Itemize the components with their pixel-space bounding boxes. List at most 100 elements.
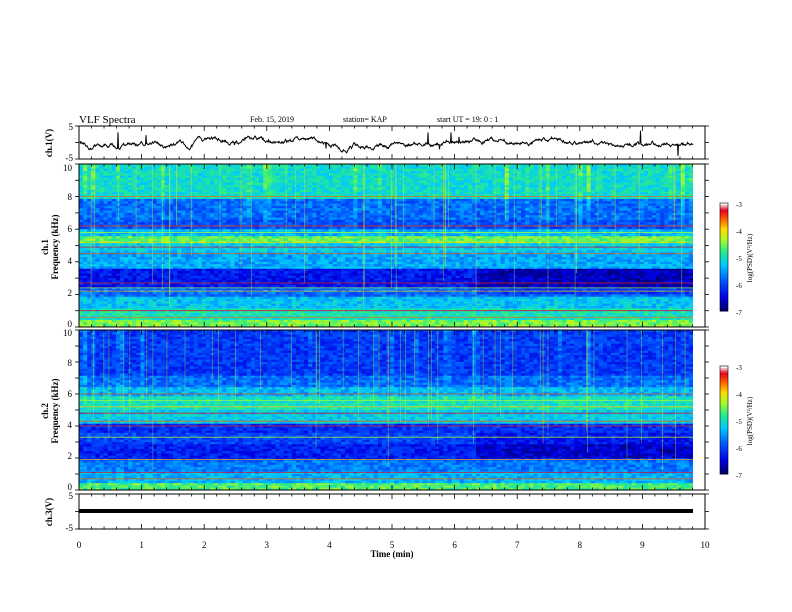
spectrogram-cell	[246, 184, 252, 188]
spectrogram-cell	[525, 182, 530, 186]
spectrogram-cell	[226, 173, 231, 177]
spectrogram-cell	[402, 180, 407, 184]
spectrogram-cell	[308, 233, 313, 237]
spectrogram-cell	[222, 215, 227, 218]
spectrogram-cell	[373, 229, 379, 232]
spectrogram-cell	[111, 177, 117, 181]
spectrogram-cell	[553, 210, 559, 214]
spectrogram-cell	[209, 210, 215, 214]
spectrogram-cell	[680, 170, 686, 174]
spectrogram-cell	[451, 198, 456, 202]
spectrogram-cell	[570, 189, 575, 193]
spectrogram-cell	[586, 168, 592, 172]
spectrogram-cell	[639, 187, 645, 191]
spectrogram-cell	[516, 236, 522, 239]
spectrogram-cell	[664, 168, 669, 172]
spectrogram-cell	[95, 238, 100, 242]
spectrogram-cell	[107, 210, 113, 214]
spectrogram-cell	[357, 196, 362, 200]
spectrogram-cell	[377, 203, 383, 207]
spectrogram-cell	[99, 203, 104, 207]
spectrogram-cell	[152, 236, 158, 239]
spectrogram-cell	[398, 203, 403, 207]
spectrogram-cell	[590, 168, 596, 172]
spectrogram-cell	[414, 205, 420, 209]
spectrogram-cell	[451, 205, 456, 209]
spectrogram-cell	[402, 184, 407, 188]
spectrogram-cell	[169, 208, 174, 211]
spectrogram-cell	[320, 184, 325, 188]
spectrogram-cell	[500, 194, 506, 197]
spectrogram-cell	[390, 217, 395, 221]
spectrogram-cell	[688, 198, 694, 202]
spectrogram-cell	[512, 198, 518, 202]
spectrogram-cell	[643, 189, 649, 193]
spectrogram-cell	[508, 201, 514, 204]
spectrogram-cell	[533, 231, 538, 235]
spectrogram-cell	[410, 182, 416, 186]
spectrogram-cell	[214, 189, 219, 193]
spectrogram-cell	[99, 166, 104, 170]
spectrogram-cell	[197, 205, 203, 209]
spectrogram-cell	[570, 196, 575, 200]
spectrogram-cell	[140, 173, 145, 177]
spectrogram-cell	[140, 198, 145, 202]
spectrogram-cell	[656, 191, 661, 195]
spectrogram-cell	[304, 201, 309, 204]
spectrogram-cell	[181, 177, 186, 181]
spectrogram-cell	[676, 215, 682, 218]
spectrogram-cell	[533, 226, 538, 230]
spectrogram-cell	[562, 187, 567, 191]
spectrogram-cell	[365, 175, 371, 179]
spectrogram-cell	[680, 180, 686, 184]
spectrogram-cell	[267, 170, 272, 174]
spectrogram-cell	[279, 177, 285, 181]
spectrogram-cell	[582, 182, 587, 186]
spectrogram-cell	[271, 168, 276, 172]
spectrogram-cell	[111, 222, 117, 225]
spectrogram-cell	[398, 236, 403, 239]
spectrogram-cell	[103, 194, 109, 197]
spectrogram-cell	[320, 191, 325, 195]
spectrogram-cell	[353, 233, 358, 237]
spectrogram-cell	[193, 215, 199, 218]
spectrogram-cell	[87, 168, 92, 172]
spectrogram-cell	[132, 191, 137, 195]
spectrogram-cell	[508, 205, 514, 209]
spectrogram-cell	[688, 203, 694, 207]
spectrogram-cell	[381, 238, 387, 242]
spectrogram-cell	[177, 170, 182, 174]
spectrogram-cell	[124, 182, 129, 186]
spectrogram-cell	[304, 215, 309, 218]
spectrogram-cell	[627, 208, 632, 211]
spectrogram-cell	[578, 187, 583, 191]
spectrogram-cell	[447, 166, 452, 170]
spectrogram-cell	[586, 182, 592, 186]
spectrogram-cell	[508, 208, 514, 211]
spectrogram-cell	[594, 170, 600, 174]
spectrogram-cell	[598, 236, 604, 239]
spectrogram-cell	[402, 231, 407, 235]
spectrogram-cell	[688, 210, 694, 214]
spectrogram-cell	[312, 184, 317, 188]
spectrogram-cell	[287, 222, 293, 225]
spectrogram-cell	[295, 217, 301, 221]
spectrogram-cell	[349, 196, 354, 200]
spectrogram-cell	[336, 217, 342, 221]
spectrogram-cell	[222, 187, 227, 191]
spectrogram-cell	[422, 203, 428, 207]
spectrogram-cell	[201, 175, 207, 179]
spectrogram-cell	[549, 189, 555, 193]
spectrogram-cell	[107, 231, 113, 235]
spectrogram-cell	[611, 170, 616, 174]
spectrogram-cell	[488, 236, 493, 239]
spectrogram-cell	[504, 231, 510, 235]
spectrogram-cell	[525, 203, 530, 207]
spectrogram-cell	[476, 170, 481, 174]
spectrogram-cell	[79, 166, 84, 170]
spectrogram-cell	[435, 170, 440, 174]
spectrogram-cell	[234, 170, 240, 174]
spectrogram-cell	[185, 180, 190, 184]
spectrogram-cell	[132, 212, 137, 216]
spectrogram-cell	[631, 164, 637, 167]
